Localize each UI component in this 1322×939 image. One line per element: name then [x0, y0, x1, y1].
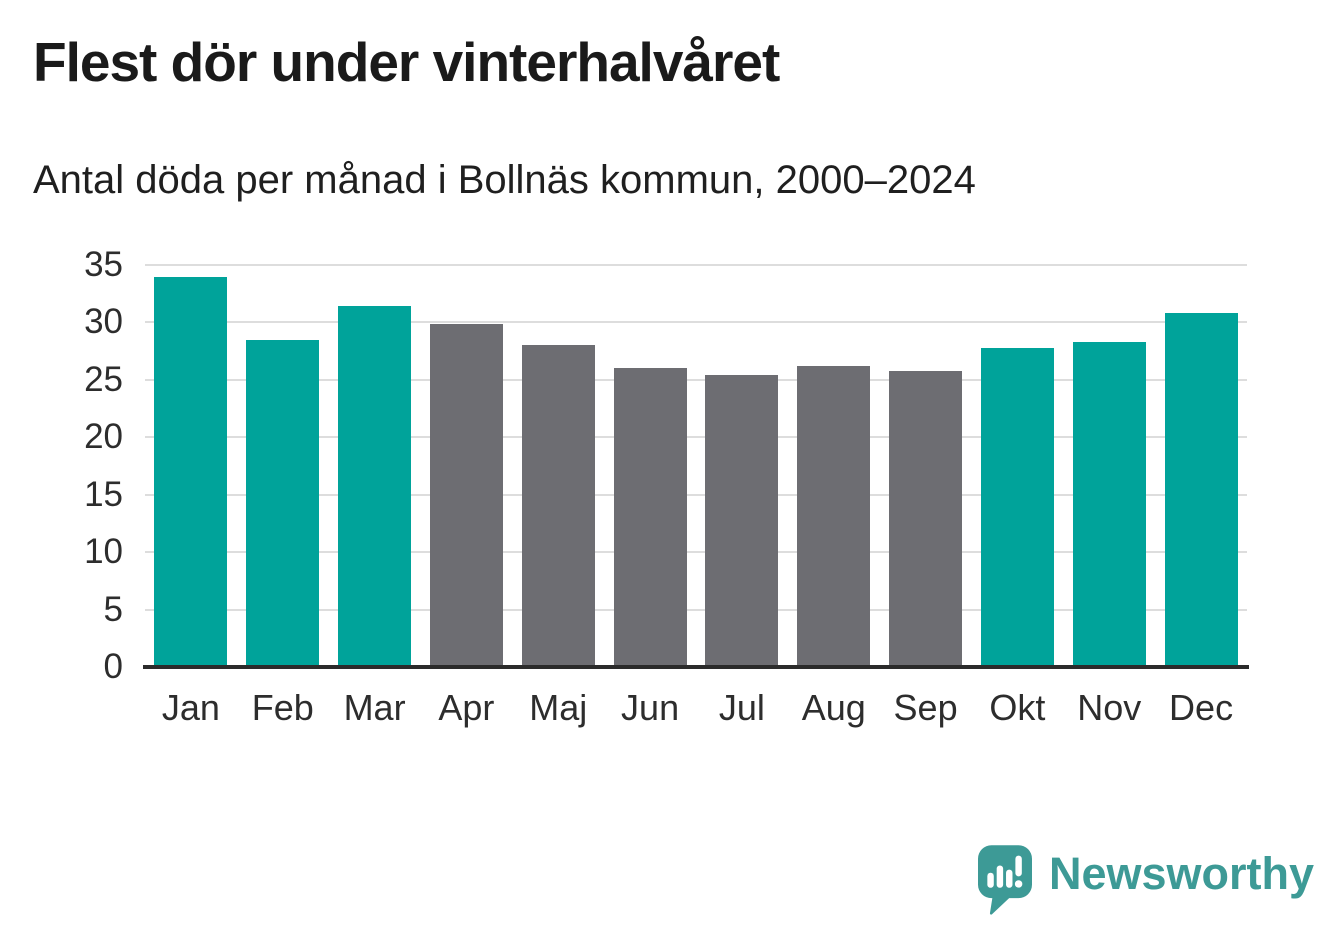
bar-aug — [797, 366, 871, 667]
chart-subtitle: Antal döda per månad i Bollnäs kommun, 2… — [33, 158, 976, 202]
x-tick-label: Mar — [343, 687, 406, 728]
brand-footer: Newsworthy — [978, 845, 1314, 915]
x-axis: Jan Feb Mar Apr Maj Jun Jul Aug Sep Okt Nov Dec — [145, 685, 1247, 735]
y-tick-label: 35 — [84, 245, 123, 284]
y-tick-label: 20 — [84, 417, 123, 457]
bar-sep — [889, 370, 963, 667]
bar-feb — [246, 339, 320, 667]
gridline — [145, 551, 1247, 554]
x-tick-label: Feb — [251, 687, 314, 728]
page-title: Flest dör under vinterhalvåret — [33, 31, 780, 93]
brand-name: Newsworthy — [1049, 848, 1315, 899]
gridline — [145, 436, 1247, 439]
x-tick-label: Nov — [1077, 687, 1142, 728]
gridline — [145, 378, 1247, 381]
y-tick-label: 30 — [84, 302, 123, 342]
y-tick-label: 15 — [84, 474, 123, 514]
x-tick-label: Jun — [621, 687, 680, 728]
gridline — [145, 493, 1247, 496]
y-tick-label: 10 — [84, 532, 123, 572]
bar-maj — [521, 345, 595, 667]
gridline — [145, 608, 1247, 611]
y-tick-label: 25 — [84, 359, 123, 399]
gridline — [145, 321, 1247, 324]
x-tick-label: Sep — [893, 687, 958, 728]
x-tick-label: Aug — [801, 687, 866, 728]
bar-okt — [980, 347, 1054, 667]
bar-jan — [154, 276, 228, 667]
gridline — [145, 264, 1247, 266]
bar-nov — [1072, 341, 1146, 667]
x-axis-line — [143, 665, 1249, 669]
x-tick-label: Apr — [438, 687, 495, 728]
bar-jul — [705, 375, 779, 667]
x-tick-label: Okt — [989, 687, 1046, 728]
y-tick-label: 5 — [103, 589, 123, 629]
x-tick-label: Maj — [529, 687, 588, 728]
x-tick-label: Jan — [161, 687, 220, 728]
x-tick-label: Jul — [718, 687, 765, 728]
newsworthy-logo-icon — [978, 845, 1032, 915]
y-tick-label: 0 — [103, 647, 123, 686]
bar-jun — [613, 368, 687, 667]
bar-mar — [338, 306, 412, 667]
y-axis: 0 5 10 15 20 25 30 35 — [0, 245, 123, 686]
bar-apr — [429, 323, 503, 667]
bar-dec — [1164, 313, 1238, 667]
plot-area — [143, 264, 1249, 669]
x-tick-label: Dec — [1169, 687, 1234, 728]
